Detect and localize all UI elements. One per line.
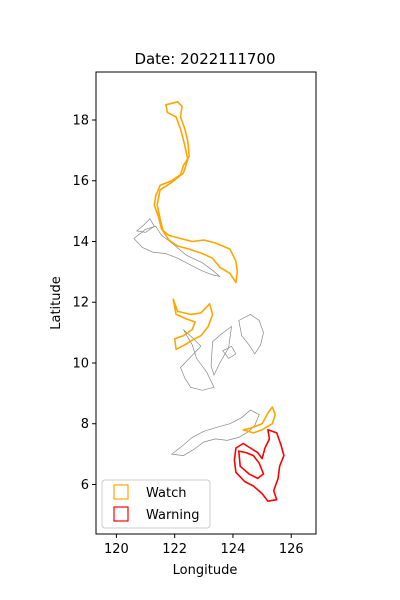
y-tick-label: 12: [72, 296, 89, 311]
legend-swatch-warning: [113, 506, 129, 522]
x-axis-ticks: 120 122 124 126: [104, 534, 304, 557]
x-tick-label: 120: [104, 542, 129, 557]
y-tick-label: 18: [72, 113, 89, 128]
watch-area-2: [242, 406, 277, 434]
series-layer: [153, 101, 285, 503]
watch-area-1: [172, 298, 214, 351]
coastline-5: [222, 345, 237, 359]
y-tick-label: 14: [72, 235, 89, 250]
warning-area-1: [238, 450, 265, 480]
coastline-3: [210, 325, 232, 377]
y-tick-label: 16: [72, 174, 89, 189]
y-tick-label: 8: [81, 417, 89, 432]
chart-title: Date: 2022111700: [134, 50, 275, 68]
coastline-2: [180, 329, 215, 391]
y-axis-label: Latitude: [49, 276, 64, 330]
coastline-0: [133, 225, 221, 277]
y-axis-ticks: 6 8 10 12 14 16 18: [72, 113, 96, 493]
basemap-layer: [133, 218, 264, 456]
x-tick-label: 124: [221, 542, 246, 557]
watch-area-0: [153, 101, 239, 284]
legend-label-warning: Warning: [146, 508, 199, 523]
legend-label-watch: Watch: [146, 486, 186, 501]
legend: Watch Warning: [101, 479, 211, 529]
legend-frame: [101, 479, 211, 529]
y-tick-label: 6: [81, 478, 89, 493]
y-tick-label: 10: [72, 356, 89, 371]
warning-area-0: [233, 428, 285, 503]
x-tick-label: 126: [279, 542, 304, 557]
coastline-6: [170, 409, 260, 456]
axes-frame: [95, 71, 317, 535]
plot-area: [133, 101, 285, 503]
x-tick-label: 122: [162, 542, 187, 557]
coastline-1: [135, 218, 155, 233]
x-axis-label: Longitude: [173, 563, 238, 578]
legend-swatch-watch: [113, 484, 129, 500]
coastline-4: [238, 313, 264, 355]
